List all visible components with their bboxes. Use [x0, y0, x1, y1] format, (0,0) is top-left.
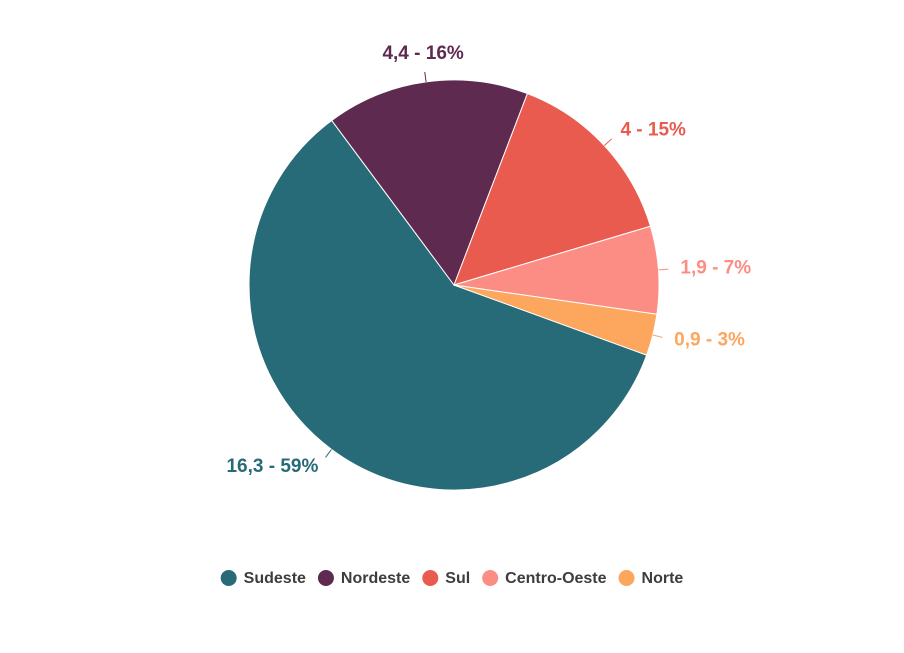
- value-label: 4,4 - 16%: [382, 43, 463, 64]
- legend-marker: [482, 570, 499, 586]
- legend-label: Sul: [445, 570, 470, 587]
- leader-line: [603, 138, 612, 146]
- legend-label: Nordeste: [341, 570, 410, 587]
- legend-label: Norte: [642, 570, 684, 587]
- leader-line: [424, 71, 427, 82]
- value-label: 16,3 - 59%: [226, 456, 318, 477]
- legend-marker: [317, 570, 334, 586]
- value-label: 4 - 15%: [620, 120, 686, 141]
- legend-marker: [618, 570, 635, 586]
- leader-line: [652, 334, 663, 338]
- value-label: 1,9 - 7%: [680, 257, 751, 278]
- legend: Sudeste Nordeste Sul Centro-Oeste Norte: [220, 570, 684, 587]
- legend-marker: [422, 570, 439, 586]
- legend-label: Centro-Oeste: [505, 570, 606, 587]
- leader-line: [325, 449, 332, 458]
- legend-label: Sudeste: [244, 570, 306, 587]
- legend-marker: [220, 570, 237, 586]
- pie-slice: [453, 92, 652, 286]
- value-label: 0,9 - 3%: [674, 329, 745, 350]
- leader-line: [658, 268, 669, 271]
